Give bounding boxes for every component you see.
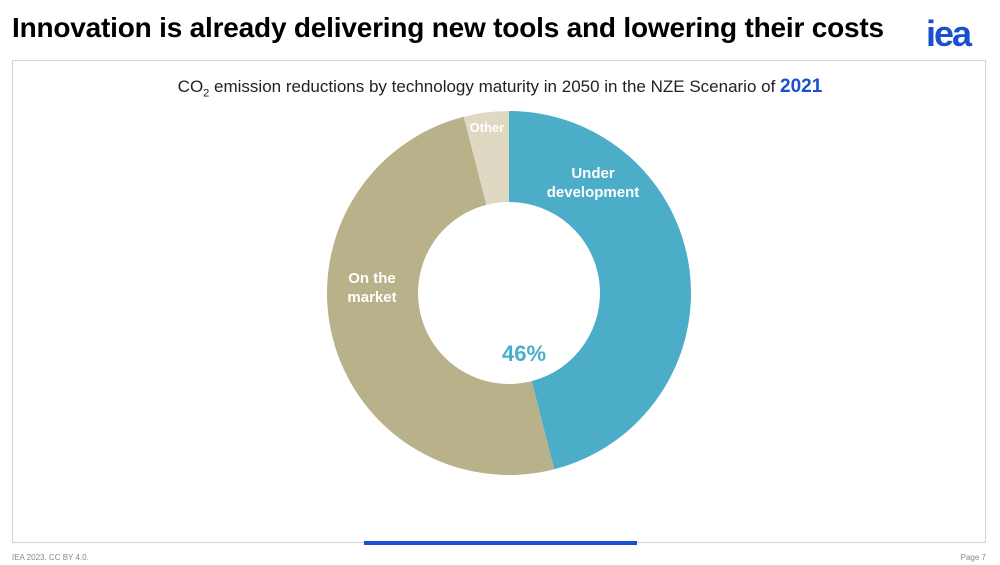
donut-slice-on-the-market <box>327 116 555 475</box>
subtitle-year: 2021 <box>780 76 823 97</box>
subtitle-subscript: 2 <box>203 87 210 100</box>
slice-label-on-the-market: On the market <box>347 270 396 306</box>
subtitle-text: emission reductions by technology maturi… <box>209 77 781 96</box>
slice-label-other: Other <box>470 120 505 135</box>
slide-title: Innovation is already delivering new too… <box>12 12 884 43</box>
donut-slice-under-development <box>509 111 691 470</box>
slide-progress-bar <box>364 541 637 545</box>
iea-logo: iea <box>926 16 975 50</box>
chart-subtitle: CO2 emission reductions by technology ma… <box>0 76 1000 99</box>
footer-copyright: IEA 2023. CC BY 4.0. <box>12 553 89 562</box>
footer-page-number: Page 7 <box>960 553 986 562</box>
slice-label-under-development: Under development <box>547 165 640 201</box>
subtitle-prefix: CO <box>177 77 204 96</box>
iea-logo-text: iea <box>926 16 973 50</box>
donut-center-label: 46% <box>502 341 546 366</box>
donut-slice-other <box>463 111 509 205</box>
